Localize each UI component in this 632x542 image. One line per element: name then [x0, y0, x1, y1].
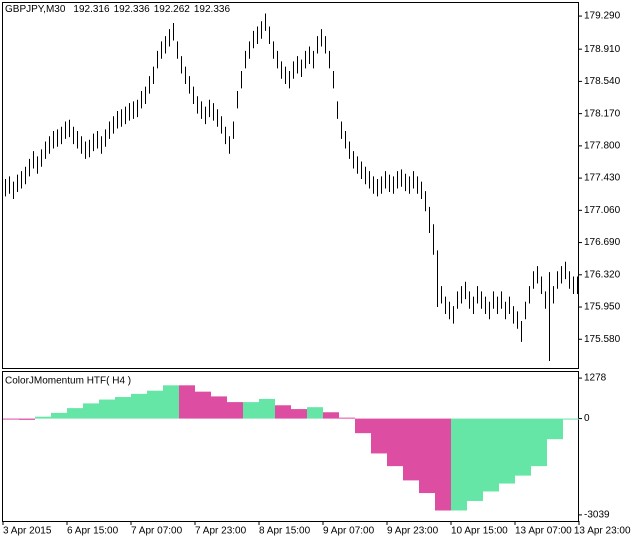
y-tick-label: 176.320 — [584, 269, 621, 280]
histogram-bar — [147, 390, 163, 419]
y-tick-label: 0 — [584, 413, 590, 424]
histogram-bar — [547, 418, 563, 440]
x-tick-label: 13 Apr 07:00 — [515, 526, 572, 537]
histogram-bar — [35, 416, 51, 419]
quote-value: 192.336 — [114, 4, 151, 15]
quote-value: 192.336 — [194, 4, 231, 15]
histogram-bar — [563, 418, 579, 420]
histogram-bar — [499, 418, 515, 484]
indicator-title: ColorJMomentum HTF( H4 ) — [5, 376, 131, 387]
x-tick-label: 9 Apr 23:00 — [387, 526, 439, 537]
histogram-bar — [259, 398, 275, 419]
histogram-bar — [3, 418, 19, 420]
histogram-bar — [387, 418, 403, 467]
histogram-bar — [291, 409, 307, 419]
y-tick-label: 178.540 — [584, 76, 621, 87]
histogram-bar — [83, 403, 99, 419]
price-pane — [2, 2, 579, 369]
histogram-bar — [323, 412, 339, 419]
histogram-bar — [51, 412, 67, 419]
x-tick-label: 7 Apr 07:00 — [131, 526, 183, 537]
symbol: GBPJPY,M30 — [5, 4, 66, 15]
histogram-bar — [451, 418, 467, 511]
x-tick-label: 7 Apr 23:00 — [195, 526, 247, 537]
chart-header: GBPJPY,M30 192.316 192.336 192.262 192.336 — [5, 4, 230, 15]
histogram-bar — [19, 418, 35, 420]
histogram-bar — [195, 391, 211, 419]
histogram-bar — [403, 418, 419, 481]
histogram-bar — [163, 385, 179, 419]
histogram-bar — [99, 399, 115, 419]
histogram-bar — [419, 418, 435, 494]
histogram-bar — [307, 407, 323, 419]
histogram-bar — [339, 417, 355, 419]
y-tick-label: 1278 — [584, 373, 607, 384]
histogram-bar — [483, 418, 499, 492]
y-tick-label: 178.910 — [584, 44, 621, 55]
histogram-bar — [275, 405, 291, 419]
x-tick-label: 9 Apr 07:00 — [323, 526, 375, 537]
x-tick-label: 10 Apr 15:00 — [451, 526, 508, 537]
histogram-bar — [179, 385, 195, 419]
x-tick-label: 13 Apr 23:00 — [574, 526, 631, 537]
x-tick-label: 6 Apr 15:00 — [67, 526, 119, 537]
y-tick-label: 177.800 — [584, 141, 621, 152]
y-tick-label: 177.430 — [584, 173, 621, 184]
y-tick-label: 175.950 — [584, 302, 621, 313]
histogram-bar — [131, 393, 147, 419]
histogram-bar — [67, 408, 83, 419]
y-tick-label: 175.580 — [584, 334, 621, 345]
y-tick-label: 176.690 — [584, 237, 621, 248]
quote-value: 192.316 — [73, 4, 110, 15]
histogram-bar — [115, 397, 131, 419]
histogram-bar — [371, 418, 387, 454]
histogram-bar — [355, 418, 371, 434]
x-tick-label: 8 Apr 15:00 — [259, 526, 311, 537]
y-tick-label: -3039 — [584, 510, 610, 521]
histogram-bar — [515, 418, 531, 476]
histogram-bar — [467, 418, 483, 501]
histogram-bar — [211, 396, 227, 419]
histogram-bar — [531, 418, 547, 467]
histogram-bar — [227, 402, 243, 419]
histogram-bar — [243, 402, 259, 419]
y-tick-label: 179.290 — [584, 11, 621, 22]
y-tick-label: 177.060 — [584, 205, 621, 216]
quote-value: 192.262 — [154, 4, 191, 15]
x-tick-label: 3 Apr 2015 — [3, 526, 52, 537]
histogram-bar — [435, 418, 451, 511]
y-tick-label: 178.170 — [584, 108, 621, 119]
